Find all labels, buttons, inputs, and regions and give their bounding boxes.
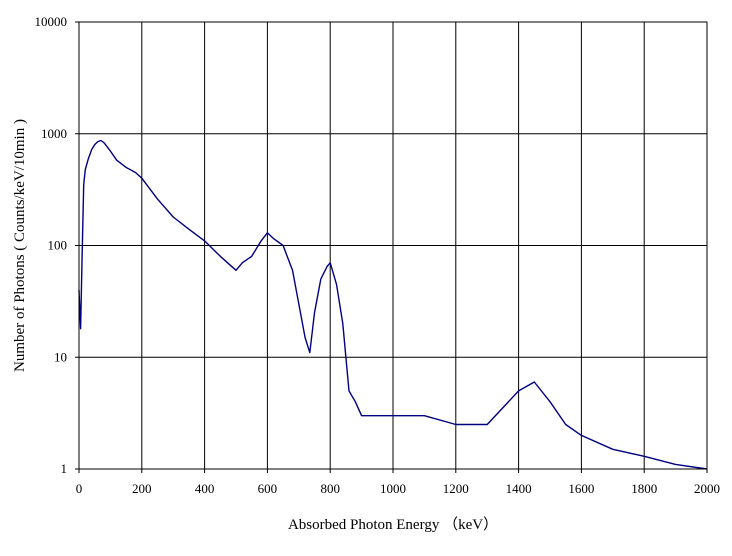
- x-tick-label: 200: [132, 481, 152, 496]
- y-axis-ticks: 1 10 100 1000 10000: [35, 14, 79, 476]
- y-tick-label: 1000: [41, 126, 67, 141]
- y-tick-label: 1: [61, 461, 68, 476]
- grid: [79, 22, 707, 469]
- x-tick-label: 1400: [506, 481, 532, 496]
- x-tick-label: 800: [320, 481, 340, 496]
- x-axis-ticks: 0 200 400 600 800 1000 1200 1400 1600 1800 2000: [76, 469, 720, 496]
- series-group: [78, 139, 708, 470]
- x-tick-label: 400: [195, 481, 215, 496]
- y-tick-label: 10000: [35, 14, 68, 29]
- x-axis-title: Absorbed Photon Energy （keV）: [288, 516, 498, 533]
- x-tick-label: 1600: [568, 481, 594, 496]
- x-tick-label: 0: [76, 481, 83, 496]
- x-tick-label: 1800: [631, 481, 657, 496]
- y-tick-label: 100: [48, 238, 68, 253]
- x-tick-label: 1200: [443, 481, 469, 496]
- x-tick-label: 1000: [380, 481, 406, 496]
- y-axis-title: Number of Photons ( Counts/keV/10min ): [12, 119, 28, 372]
- x-tick-label: 2000: [694, 481, 720, 496]
- series-line: [78, 139, 708, 470]
- x-tick-label: 600: [258, 481, 278, 496]
- y-tick-label: 10: [54, 349, 67, 364]
